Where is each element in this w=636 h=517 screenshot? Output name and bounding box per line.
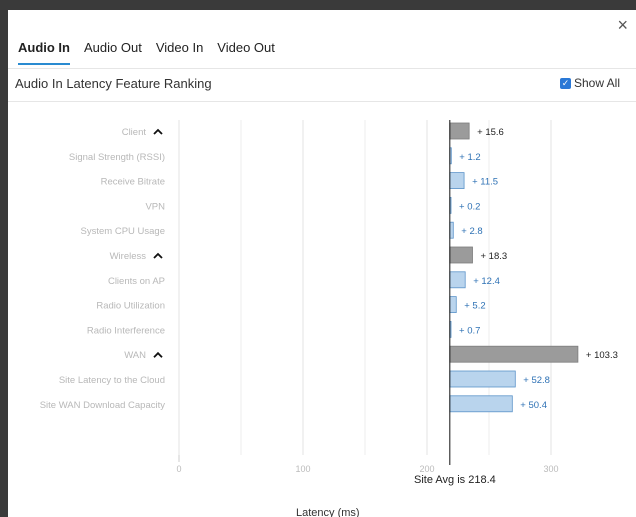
x-tick-label: 300: [543, 464, 558, 474]
bar-value-label: + 50.4: [520, 400, 547, 411]
bar-value-label: + 18.3: [481, 251, 508, 262]
tab-audio-out[interactable]: Audio Out: [84, 40, 142, 55]
row-label: System CPU Usage: [81, 226, 165, 237]
bar-value-label: + 1.2: [459, 152, 480, 163]
chevron-up-icon[interactable]: [153, 351, 163, 358]
x-axis-title: Latency (ms): [296, 507, 360, 517]
row-label: Radio Utilization: [96, 301, 165, 312]
group-bar: [449, 122, 470, 140]
chevron-up-icon[interactable]: [153, 128, 163, 135]
feature-ranking-dialog: × Audio In Audio Out Video In Video Out …: [8, 10, 636, 517]
feature-bar: [449, 296, 457, 314]
x-tick-label: 0: [176, 464, 181, 474]
feature-bar: [449, 395, 513, 413]
row-label: Site WAN Download Capacity: [40, 400, 166, 411]
bar-value-label: + 0.7: [459, 325, 480, 336]
site-average-label: Site Avg is 218.4: [414, 474, 496, 486]
row-label: Signal Strength (RSSI): [69, 152, 165, 163]
tab-audio-in[interactable]: Audio In: [18, 40, 70, 65]
tab-bar: Audio In Audio Out Video In Video Out: [18, 40, 275, 65]
bar-value-label: + 11.5: [472, 177, 498, 188]
show-all-label: Show All: [573, 76, 620, 90]
close-icon[interactable]: ×: [617, 15, 628, 35]
bar-value-label: + 103.3: [586, 350, 618, 361]
group-bar: [449, 246, 473, 264]
row-label: VPN: [145, 201, 165, 212]
row-label: Radio Interference: [87, 325, 165, 336]
bar-value-label: + 5.2: [464, 301, 485, 312]
chart-title: Audio In Latency Feature Ranking: [15, 76, 212, 91]
checkbox-checked-icon[interactable]: ✓: [559, 77, 571, 89]
row-label: Clients on AP: [108, 276, 165, 287]
tab-video-in[interactable]: Video In: [155, 40, 204, 55]
feature-bar: [449, 271, 466, 289]
bar-value-label: + 15.6: [477, 127, 504, 138]
feature-bar: [449, 172, 465, 190]
bar-value-label: + 12.4: [473, 276, 500, 287]
chevron-up-icon[interactable]: [153, 252, 163, 259]
latency-ranking-chart: 0 100 200 300 Client + 15.6 Signal Strength (R…: [40, 120, 618, 474]
bar-value-label: + 52.8: [523, 375, 550, 386]
bar-value-label: + 0.2: [459, 201, 480, 212]
bar-value-label: + 2.8: [461, 226, 482, 237]
show-all-toggle[interactable]: ✓ Show All: [559, 76, 620, 90]
row-label: Site Latency to the Cloud: [59, 375, 165, 386]
header-divider: [8, 101, 636, 102]
tabs-divider: [8, 68, 636, 69]
row-label: Client: [122, 127, 147, 138]
x-tick-label: 100: [295, 464, 310, 474]
row-label: Wireless: [110, 251, 147, 262]
row-label: Receive Bitrate: [101, 177, 165, 188]
tab-video-out[interactable]: Video Out: [217, 40, 275, 55]
row-label: WAN: [124, 350, 146, 361]
group-bar: [449, 345, 579, 363]
feature-bar: [449, 221, 454, 239]
feature-bar: [449, 370, 516, 388]
x-tick-label: 200: [419, 464, 434, 474]
